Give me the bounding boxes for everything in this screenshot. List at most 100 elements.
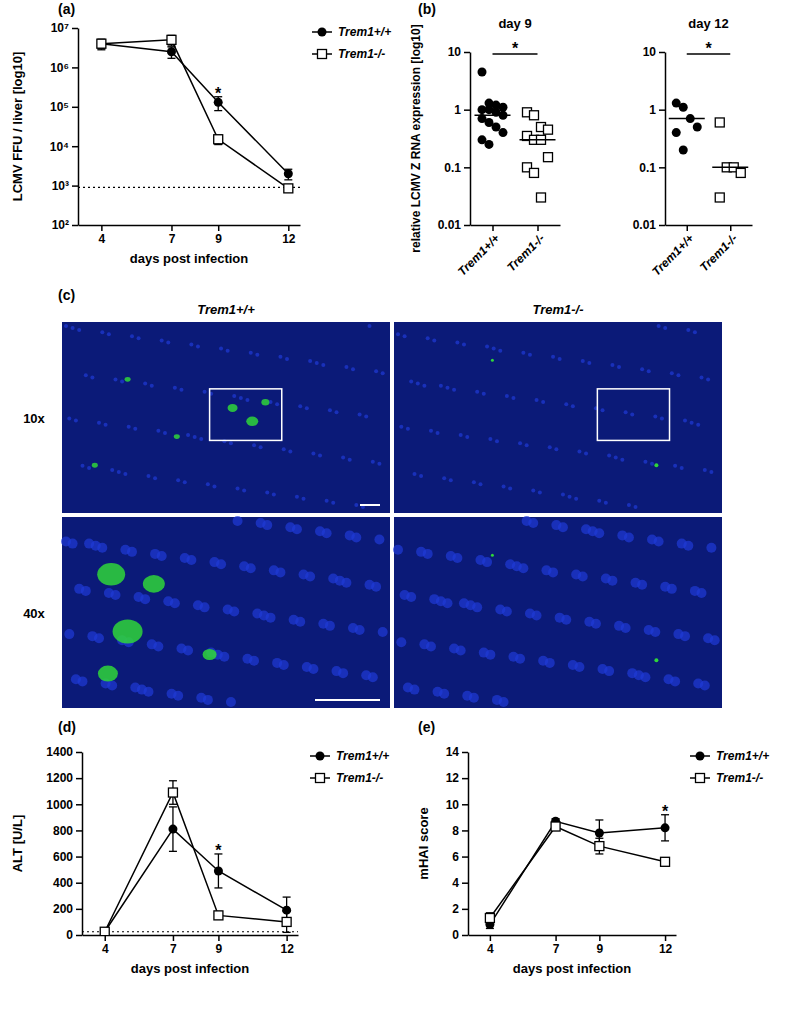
error-cap <box>169 780 177 781</box>
tick-label: 0.01 <box>633 218 657 232</box>
nucleus <box>150 384 154 388</box>
panel-label: (b) <box>418 1 436 17</box>
point <box>661 823 670 832</box>
nucleus <box>94 633 104 643</box>
nucleus <box>344 365 348 369</box>
axis-line <box>666 225 753 227</box>
nucleus <box>74 419 78 423</box>
error-bar <box>552 823 560 831</box>
tick-mark <box>537 225 539 231</box>
nucleus <box>127 425 131 429</box>
nucleus <box>288 449 292 453</box>
nucleus <box>341 578 351 588</box>
legend-label: Trem1-/- <box>336 771 383 785</box>
error-cap <box>595 819 603 820</box>
tick-mark <box>492 225 494 231</box>
error-cap <box>595 853 603 854</box>
nucleus <box>107 332 111 336</box>
nucleus <box>153 476 157 480</box>
tick-mark <box>462 882 468 884</box>
nucleus <box>528 518 538 528</box>
nucleus <box>374 535 384 545</box>
nucleus <box>621 623 631 633</box>
tick-label: 10 <box>643 45 657 59</box>
nucleus <box>604 501 608 505</box>
nucleus <box>110 468 114 472</box>
nucleus <box>160 338 164 342</box>
nucleus <box>377 462 381 466</box>
nucleus <box>311 451 315 455</box>
stained-cell <box>491 554 494 557</box>
nucleus <box>331 501 335 505</box>
row-title: 10x <box>23 411 45 426</box>
series-line <box>105 829 287 932</box>
tick-mark <box>104 935 106 941</box>
tick: 0.01 <box>438 218 470 232</box>
nucleus <box>584 451 588 455</box>
nucleus <box>690 421 694 425</box>
tick-label: 12 <box>280 942 294 956</box>
nucleus <box>146 474 150 478</box>
nucleus <box>511 396 515 400</box>
nucleus <box>252 443 256 447</box>
tick-label: 800 <box>53 824 73 838</box>
tick-mark <box>464 225 470 227</box>
nucleus <box>285 357 289 361</box>
stained-cell <box>261 399 269 405</box>
stained-cell <box>97 563 125 585</box>
nucleus <box>617 365 621 369</box>
nucleus <box>423 549 433 559</box>
nucleus <box>700 375 704 379</box>
panel-label: (d) <box>58 719 76 735</box>
stained-cell <box>98 666 118 682</box>
panel-label: (e) <box>418 719 435 735</box>
axis: 10²10³10⁴10⁵10⁶10⁷ <box>50 21 79 232</box>
nucleus <box>212 484 216 488</box>
axis-line <box>469 935 677 937</box>
nucleus <box>266 613 276 623</box>
error-bar <box>169 781 177 805</box>
tick-mark <box>173 935 175 941</box>
tick: Trem1+/+ <box>455 225 502 279</box>
nucleus <box>591 619 601 629</box>
tick-label: 9 <box>216 942 223 956</box>
nucleus <box>561 493 565 497</box>
error-cap <box>283 896 291 897</box>
nucleus <box>219 347 223 351</box>
nucleus <box>64 629 74 639</box>
axis-line <box>79 225 301 227</box>
legend-marker <box>318 50 327 59</box>
nucleus <box>683 541 693 551</box>
nucleus <box>206 482 210 486</box>
nucleus <box>419 474 423 478</box>
tick-mark <box>462 778 468 780</box>
image-tile <box>394 517 722 708</box>
nucleus <box>249 656 259 666</box>
legend: Trem1+/+Trem1-/- <box>310 749 389 785</box>
nucleus <box>465 435 469 439</box>
axis-line <box>82 753 84 936</box>
scale-bar <box>360 504 380 506</box>
error-cap <box>283 932 291 933</box>
tick-label: 7 <box>170 942 177 956</box>
tick: 2 <box>452 902 468 916</box>
tick-mark <box>659 225 665 227</box>
series-line <box>101 44 288 174</box>
tick-label: 9 <box>215 232 222 246</box>
tick: 1 <box>454 103 470 117</box>
nucleus <box>482 557 492 567</box>
error-bar <box>169 807 177 851</box>
tick: 1000 <box>46 798 82 812</box>
legend-item: Trem1-/- <box>310 771 383 785</box>
error-bar <box>284 169 292 180</box>
nucleus <box>502 484 506 488</box>
tick-mark <box>101 225 103 231</box>
nucleus <box>462 343 466 347</box>
nucleus <box>71 326 75 330</box>
y-axis-title: mHAI score <box>416 807 431 879</box>
nucleus <box>442 598 452 608</box>
error-cap <box>167 45 175 46</box>
nucleus <box>396 637 406 647</box>
series-line <box>105 793 287 932</box>
nucleus <box>123 472 127 476</box>
